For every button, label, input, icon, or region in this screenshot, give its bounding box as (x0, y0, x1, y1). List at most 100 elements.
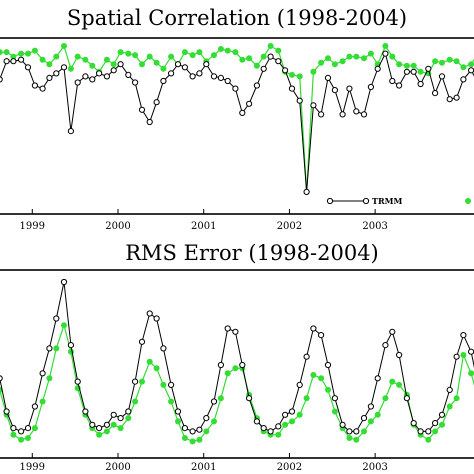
data-point-green (303, 395, 310, 402)
data-point-green (382, 395, 389, 402)
x-tick-label-2001: 2001 (191, 221, 216, 232)
data-point-green (181, 435, 188, 441)
data-point-green (53, 345, 60, 352)
data-point-green (361, 55, 367, 62)
data-point-green (275, 431, 282, 438)
data-point-trmm (10, 58, 17, 65)
data-point-trmm (181, 425, 188, 432)
data-point-trmm (232, 328, 239, 335)
x-tick-label-2002: 2002 (277, 462, 302, 473)
data-point-green (224, 47, 231, 54)
data-point-green (275, 47, 282, 54)
data-point-trmm (374, 65, 381, 72)
data-point-trmm (310, 102, 317, 109)
data-point-green (318, 375, 325, 382)
data-point-green (46, 61, 53, 68)
data-point-trmm (253, 418, 260, 425)
data-point-green (181, 49, 188, 56)
data-point-trmm (31, 403, 39, 410)
data-point-trmm (60, 278, 68, 286)
data-point-trmm (160, 345, 167, 352)
data-point-trmm (260, 65, 267, 72)
data-point-green (160, 381, 167, 388)
data-point-trmm (224, 325, 231, 332)
data-point-green (389, 378, 396, 385)
data-point-trmm (318, 111, 325, 118)
data-point-trmm (331, 395, 338, 402)
data-point-trmm (232, 85, 239, 92)
series-line-trmm (0, 281, 474, 432)
x-tick-label-2003: 2003 (362, 221, 387, 232)
data-point-green (232, 49, 239, 56)
data-point-green (325, 55, 331, 62)
data-point-green (232, 365, 239, 372)
data-point-green (96, 431, 103, 438)
data-point-green (310, 372, 317, 378)
data-point-green (61, 322, 67, 329)
data-point-green (217, 395, 224, 402)
data-point-trmm (0, 76, 3, 83)
data-point-green (325, 386, 331, 393)
data-point-trmm (203, 415, 210, 422)
data-point-green (53, 53, 60, 60)
data-point-trmm (82, 408, 89, 415)
data-point-trmm (438, 73, 446, 80)
data-point-green (260, 53, 267, 60)
data-point-green (125, 50, 132, 57)
data-point-trmm (67, 128, 75, 135)
data-point-trmm (382, 50, 389, 57)
data-point-trmm (432, 90, 439, 97)
data-point-trmm (339, 421, 346, 428)
data-point-green (146, 358, 153, 365)
data-point-trmm (138, 338, 146, 345)
data-point-trmm (374, 375, 381, 382)
data-point-trmm (282, 67, 289, 74)
data-point-green (61, 43, 67, 49)
data-point-green (367, 50, 374, 57)
data-point-trmm (24, 64, 32, 71)
data-point-green (110, 61, 117, 68)
data-point-green (439, 421, 445, 428)
data-point-trmm (239, 109, 246, 117)
data-point-trmm (239, 361, 246, 369)
data-point-trmm (303, 353, 310, 360)
data-point-green (82, 56, 89, 63)
data-point-green (74, 53, 81, 60)
data-point-trmm (210, 398, 218, 405)
data-point-green (417, 68, 424, 75)
data-point-trmm (18, 428, 25, 435)
data-point-green (217, 46, 224, 52)
data-point-trmm (89, 421, 96, 428)
data-point-green (367, 418, 374, 425)
data-point-green (196, 49, 203, 56)
data-point-trmm (453, 353, 460, 360)
data-point-green (468, 61, 474, 68)
data-point-trmm (31, 82, 39, 89)
series-line-trmm (0, 52, 474, 192)
data-point-green (110, 421, 117, 428)
data-point-trmm (96, 425, 103, 432)
data-point-green (239, 56, 246, 63)
data-point-trmm (60, 64, 68, 71)
data-point-green (196, 436, 203, 443)
data-point-green (382, 43, 389, 49)
data-point-green (175, 418, 181, 425)
data-point-trmm (3, 408, 10, 415)
data-point-green (25, 435, 31, 441)
data-point-trmm (468, 348, 474, 355)
x-tick-label-2000: 2000 (105, 221, 130, 232)
data-point-trmm (389, 328, 396, 335)
data-point-trmm (282, 411, 289, 418)
data-point-green (267, 43, 274, 49)
data-point-green (374, 411, 381, 418)
data-point-trmm (410, 68, 417, 75)
data-point-trmm (360, 415, 368, 422)
data-point-green (3, 49, 10, 56)
data-point-trmm (367, 403, 374, 410)
data-point-green (0, 49, 3, 56)
data-point-trmm (396, 351, 403, 359)
data-point-trmm (53, 70, 60, 77)
data-point-trmm (210, 73, 218, 80)
data-point-green (318, 59, 325, 66)
data-point-trmm (189, 73, 196, 80)
